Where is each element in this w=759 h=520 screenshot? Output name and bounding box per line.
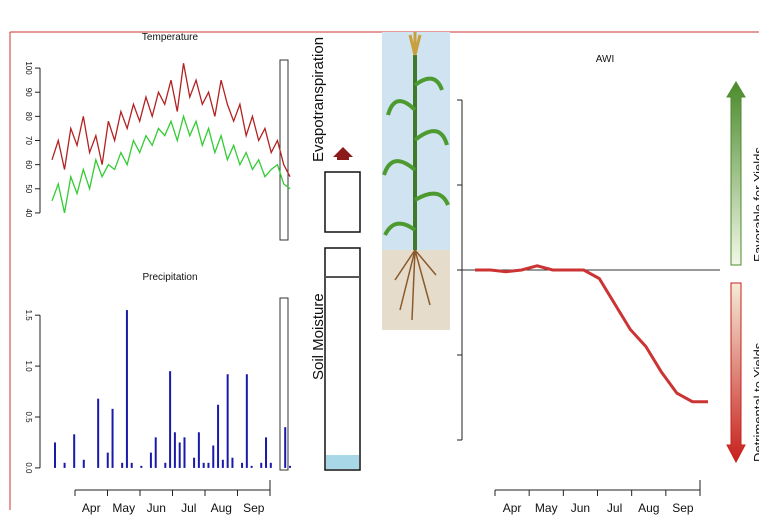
- y-tick-label: 50: [24, 184, 33, 193]
- x-tick-label: Aug: [638, 501, 659, 515]
- x-tick-label: Jul: [181, 501, 196, 515]
- bar: [154, 437, 157, 468]
- bar: [178, 442, 181, 468]
- chart-title: Temperature: [142, 32, 199, 43]
- bar: [73, 434, 76, 468]
- bar: [54, 442, 56, 468]
- bar: [226, 374, 229, 468]
- x-tick-label: Sep: [672, 501, 694, 515]
- detrimental-arrow: [726, 282, 746, 464]
- bar: [111, 408, 114, 468]
- y-tick-label: 80: [24, 112, 33, 121]
- sm-box: [324, 247, 361, 471]
- series-line: [51, 114, 291, 214]
- roots: [394, 249, 437, 321]
- tassel: [408, 32, 422, 56]
- bar: [245, 374, 248, 468]
- bar: [183, 437, 186, 468]
- series-line: [475, 264, 708, 404]
- y-tick-label: 100: [24, 61, 33, 75]
- bar: [63, 462, 66, 468]
- bar: [250, 465, 253, 468]
- bar: [106, 452, 109, 468]
- bar: [193, 457, 196, 468]
- bar: [82, 459, 85, 468]
- bar: [140, 465, 143, 468]
- x-tick-label: May: [112, 501, 135, 515]
- bar: [217, 404, 220, 468]
- et-label: Evapotranspiration: [310, 37, 327, 162]
- bar: [125, 310, 128, 468]
- x-tick-label: Jul: [607, 501, 622, 515]
- y-tick-label: 0.5: [24, 411, 33, 423]
- series-line: [51, 63, 291, 178]
- sm-label: Soil Moisture: [310, 293, 327, 380]
- chart-title: Precipitation: [142, 272, 197, 283]
- bar: [221, 459, 224, 468]
- y-tick-label: 0.0: [24, 462, 33, 474]
- detrimental-label: Detrimental to Yields: [751, 342, 759, 462]
- y-tick-label: 60: [24, 160, 33, 169]
- y-tick-label: 40: [24, 208, 33, 217]
- bar: [269, 462, 272, 468]
- soil: [382, 250, 450, 330]
- x-tick-label: Apr: [82, 501, 101, 515]
- bar: [97, 398, 100, 468]
- y-tick-label: 70: [24, 136, 33, 145]
- bar: [169, 371, 172, 468]
- bar: [284, 427, 287, 468]
- et-box: [324, 171, 361, 233]
- x-tick-label: Apr: [503, 501, 522, 515]
- bar: [241, 462, 244, 468]
- y-tick-label: 90: [24, 88, 33, 97]
- x-tick-label: Aug: [211, 501, 232, 515]
- bar: [149, 452, 152, 468]
- favorable-label: Favorable for Yields: [751, 147, 759, 262]
- bar: [212, 445, 215, 468]
- date-marker: [279, 59, 289, 241]
- x-tick-label: Jun: [571, 501, 590, 515]
- sm-fill: [326, 455, 359, 469]
- bar: [260, 462, 263, 468]
- bar: [164, 462, 167, 468]
- chart-title: AWI: [596, 54, 615, 65]
- favorable-arrow: [726, 81, 746, 266]
- y-tick-label: 1.5: [24, 310, 33, 322]
- bar: [173, 432, 176, 468]
- bar: [289, 465, 291, 468]
- date-marker: [279, 297, 289, 471]
- bar: [231, 457, 234, 468]
- bar: [121, 462, 124, 468]
- bar: [197, 432, 200, 468]
- x-tick-label: Sep: [243, 501, 265, 515]
- bar: [202, 462, 205, 468]
- x-tick-label: May: [535, 501, 558, 515]
- leaves: [382, 76, 450, 236]
- x-tick-label: Jun: [147, 501, 166, 515]
- bar: [265, 437, 268, 468]
- y-tick-label: 1.0: [24, 361, 33, 373]
- et-arrow: [333, 147, 353, 160]
- bar: [207, 462, 210, 468]
- bar: [130, 462, 133, 468]
